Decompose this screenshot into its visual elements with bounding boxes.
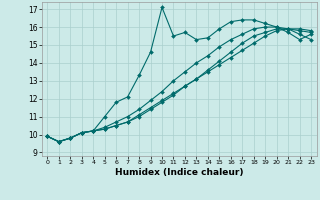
X-axis label: Humidex (Indice chaleur): Humidex (Indice chaleur)	[115, 168, 244, 177]
